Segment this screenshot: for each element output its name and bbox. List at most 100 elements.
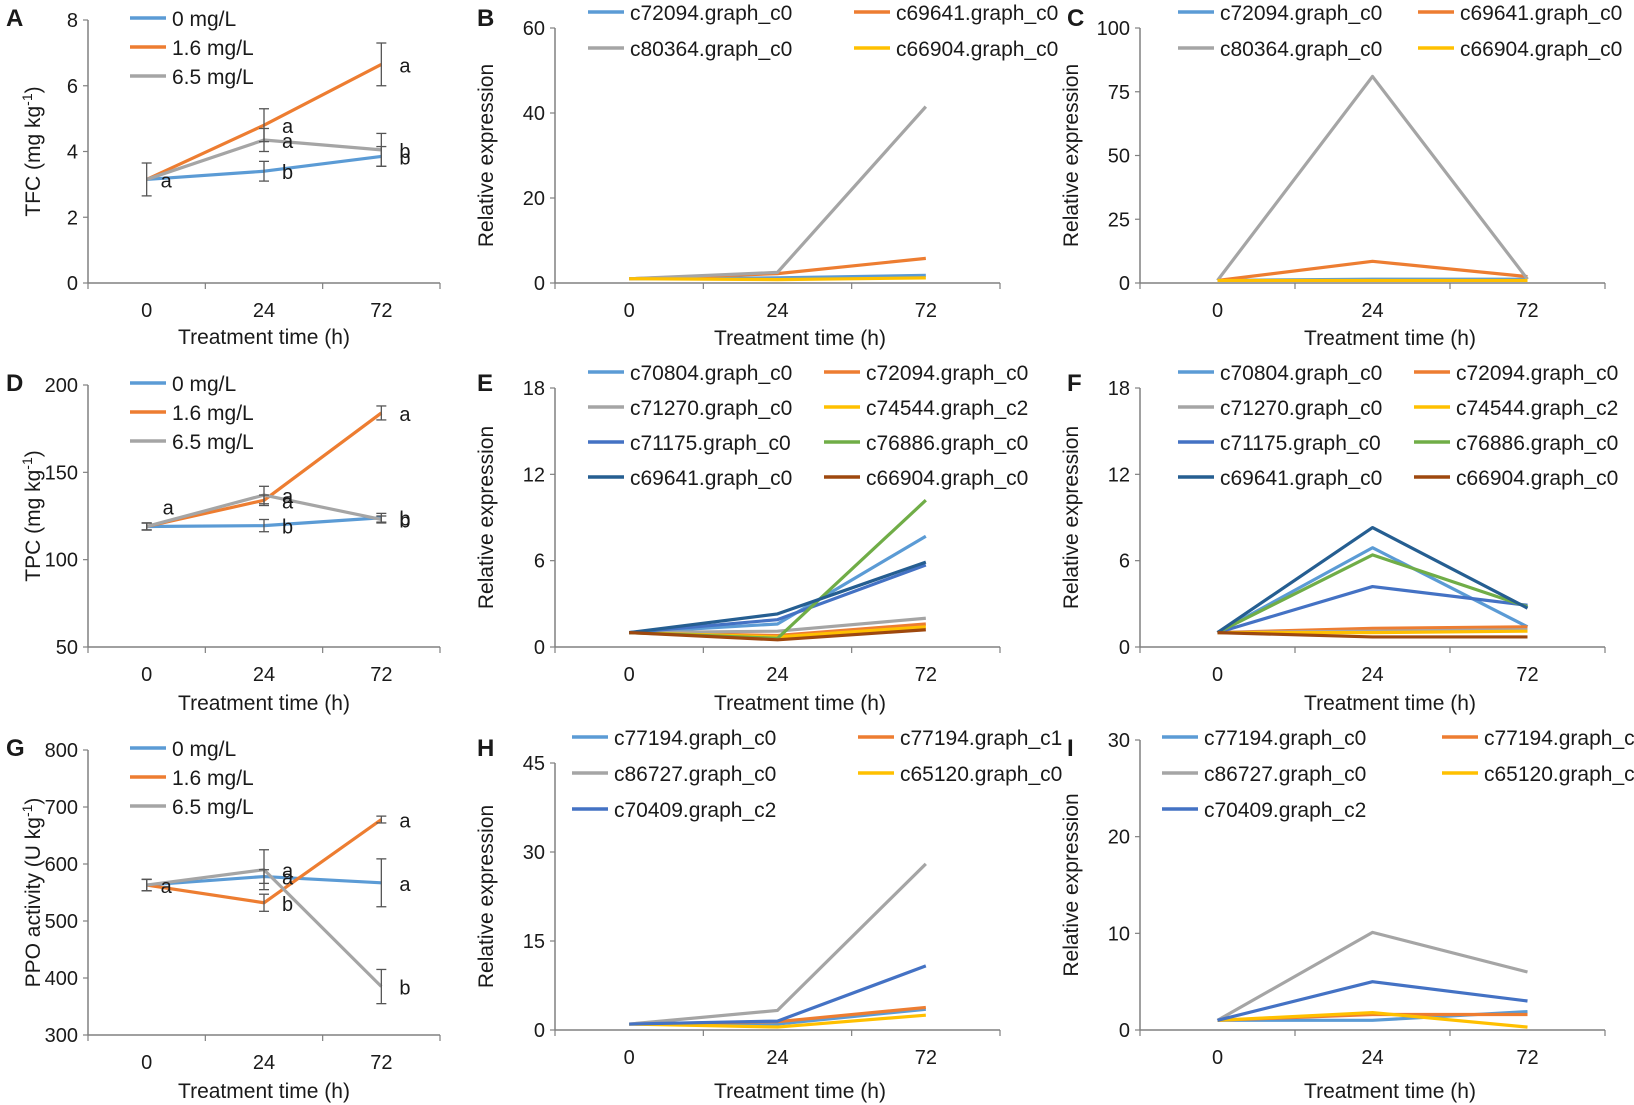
legend-entry: 0 mg/L xyxy=(172,738,236,761)
legend-entry: c66904.graph_c0 xyxy=(1460,38,1622,61)
legend-entry: 6.5 mg/L xyxy=(172,431,254,454)
y-tick-label: 40 xyxy=(523,103,545,125)
x-tick-label: 24 xyxy=(253,1052,275,1074)
y-tick-label: 12 xyxy=(1108,464,1130,486)
series-line xyxy=(1217,980,1528,1022)
legend-entry: c76886.graph_c0 xyxy=(1456,432,1618,455)
significance-label: b xyxy=(282,162,293,184)
legend-entry: c77194.graph_c0 xyxy=(1204,727,1366,750)
series-line xyxy=(629,862,927,1026)
chart-panel-e: E 0 6 12 18 0 24 72 Treatment time (h) Relative e… xyxy=(475,362,1028,715)
series-line xyxy=(1216,553,1529,635)
y-tick-label: 0 xyxy=(1119,273,1130,295)
legend-entry: c66904.graph_c0 xyxy=(1456,467,1618,490)
x-tick-label: 72 xyxy=(1516,664,1538,686)
chart-panel-c: C 0 25 50 75 100 0 24 72 Treatment time (h) Relati… xyxy=(1060,2,1622,350)
legend-entry: c72094.graph_c0 xyxy=(1456,362,1618,385)
y-axis-title: TPC (mg kg-1) xyxy=(19,450,45,581)
series-line xyxy=(629,276,926,282)
legend-entry: c66904.graph_c0 xyxy=(866,467,1028,490)
y-tick-label: 2 xyxy=(67,207,78,229)
series-line xyxy=(629,628,926,642)
significance-label: b xyxy=(399,510,410,532)
chart-panel-g: G 300 400 500 600 700 800 0 24 72 Treatment time (… xyxy=(6,735,441,1103)
series-line xyxy=(629,964,927,1026)
x-tick-label: 0 xyxy=(624,300,635,322)
legend-entry: c65120.graph_c0 xyxy=(900,763,1062,786)
legend-entry: 1.6 mg/L xyxy=(172,402,254,425)
legend-entry: c76886.graph_c0 xyxy=(866,432,1028,455)
y-tick-label: 150 xyxy=(45,462,78,484)
y-tick-label: 6 xyxy=(534,551,545,573)
y-tick-label: 500 xyxy=(45,911,78,933)
y-tick-label: 6 xyxy=(67,76,78,98)
significance-label: b xyxy=(399,141,410,163)
legend-entry: 1.6 mg/L xyxy=(172,37,254,60)
legend-entry: c72094.graph_c0 xyxy=(1220,2,1382,25)
significance-label: a xyxy=(161,170,173,192)
y-axis-title-superscript: -1 xyxy=(19,457,35,470)
legend-entry: c77194.graph_c1 xyxy=(1484,727,1634,750)
series-line xyxy=(1217,259,1528,283)
y-axis-title: Relative expression xyxy=(1060,64,1083,247)
x-axis-title: Treatment time (h) xyxy=(178,326,350,349)
y-tick-label: 0 xyxy=(67,273,78,295)
series-line xyxy=(628,560,927,635)
y-tick-label: 200 xyxy=(45,375,78,397)
legend-entry: 1.6 mg/L xyxy=(172,767,254,790)
series-line xyxy=(629,499,927,640)
legend-entry: 6.5 mg/L xyxy=(172,796,254,819)
significance-label: b xyxy=(282,517,293,539)
legend-entry: c69641.graph_c0 xyxy=(1220,467,1382,490)
y-tick-label: 18 xyxy=(1108,378,1130,400)
y-tick-label: 0 xyxy=(534,1020,545,1042)
y-tick-label: 20 xyxy=(523,188,545,210)
legend-entry: c71270.graph_c0 xyxy=(1220,397,1382,420)
legend-entry: c70409.graph_c2 xyxy=(1204,799,1366,822)
y-tick-label: 50 xyxy=(56,637,78,659)
legend-entry: c71175.graph_c0 xyxy=(1220,432,1381,455)
series-line xyxy=(1217,631,1528,639)
y-axis-title: PPO activity (U kg-1) xyxy=(19,798,45,988)
x-axis-title: Treatment time (h) xyxy=(714,692,886,715)
series-line xyxy=(1217,584,1528,635)
y-axis-title: Relative expression xyxy=(1060,793,1083,976)
y-axis-title: TFC (mg kg-1) xyxy=(19,86,45,216)
significance-label: b xyxy=(399,978,410,1000)
legend-entry: c70409.graph_c2 xyxy=(614,799,776,822)
significance-label: b xyxy=(399,509,410,531)
y-tick-label: 25 xyxy=(1108,209,1130,231)
significance-label: a xyxy=(399,811,411,833)
x-axis-title: Treatment time (h) xyxy=(1304,1080,1476,1103)
panel-letter: A xyxy=(6,5,23,32)
x-axis-title: Treatment time (h) xyxy=(178,1080,350,1103)
x-tick-label: 72 xyxy=(370,664,392,686)
legend-entry: c80364.graph_c0 xyxy=(1220,38,1382,61)
series-line xyxy=(1216,930,1528,1022)
legend-entry: c74544.graph_c2 xyxy=(1456,397,1618,420)
x-tick-label: 24 xyxy=(253,664,275,686)
chart-panel-f: F 0 6 12 18 0 24 72 Treatment time (h) Relative e… xyxy=(1060,362,1618,715)
y-tick-label: 0 xyxy=(534,273,545,295)
y-tick-label: 30 xyxy=(523,842,545,864)
series-line xyxy=(629,1013,926,1029)
x-tick-label: 24 xyxy=(766,300,788,322)
y-tick-label: 20 xyxy=(1108,827,1130,849)
y-tick-label: 6 xyxy=(1119,551,1130,573)
y-tick-label: 800 xyxy=(45,740,78,762)
x-tick-label: 0 xyxy=(624,1047,635,1069)
x-tick-label: 0 xyxy=(141,1052,152,1074)
x-tick-label: 24 xyxy=(1361,300,1383,322)
panel-letter: H xyxy=(477,735,494,762)
x-tick-label: 0 xyxy=(624,664,635,686)
y-tick-label: 100 xyxy=(45,550,78,572)
y-axis-title: Relative expression xyxy=(475,64,498,247)
y-tick-label: 8 xyxy=(67,10,78,32)
legend-entry: 0 mg/L xyxy=(172,373,236,396)
y-axis-title-close: ) xyxy=(22,798,45,805)
significance-label: b xyxy=(399,147,410,169)
x-tick-label: 24 xyxy=(766,664,788,686)
y-tick-label: 700 xyxy=(45,797,78,819)
series-line xyxy=(1217,1010,1528,1029)
x-tick-label: 0 xyxy=(1212,1047,1223,1069)
